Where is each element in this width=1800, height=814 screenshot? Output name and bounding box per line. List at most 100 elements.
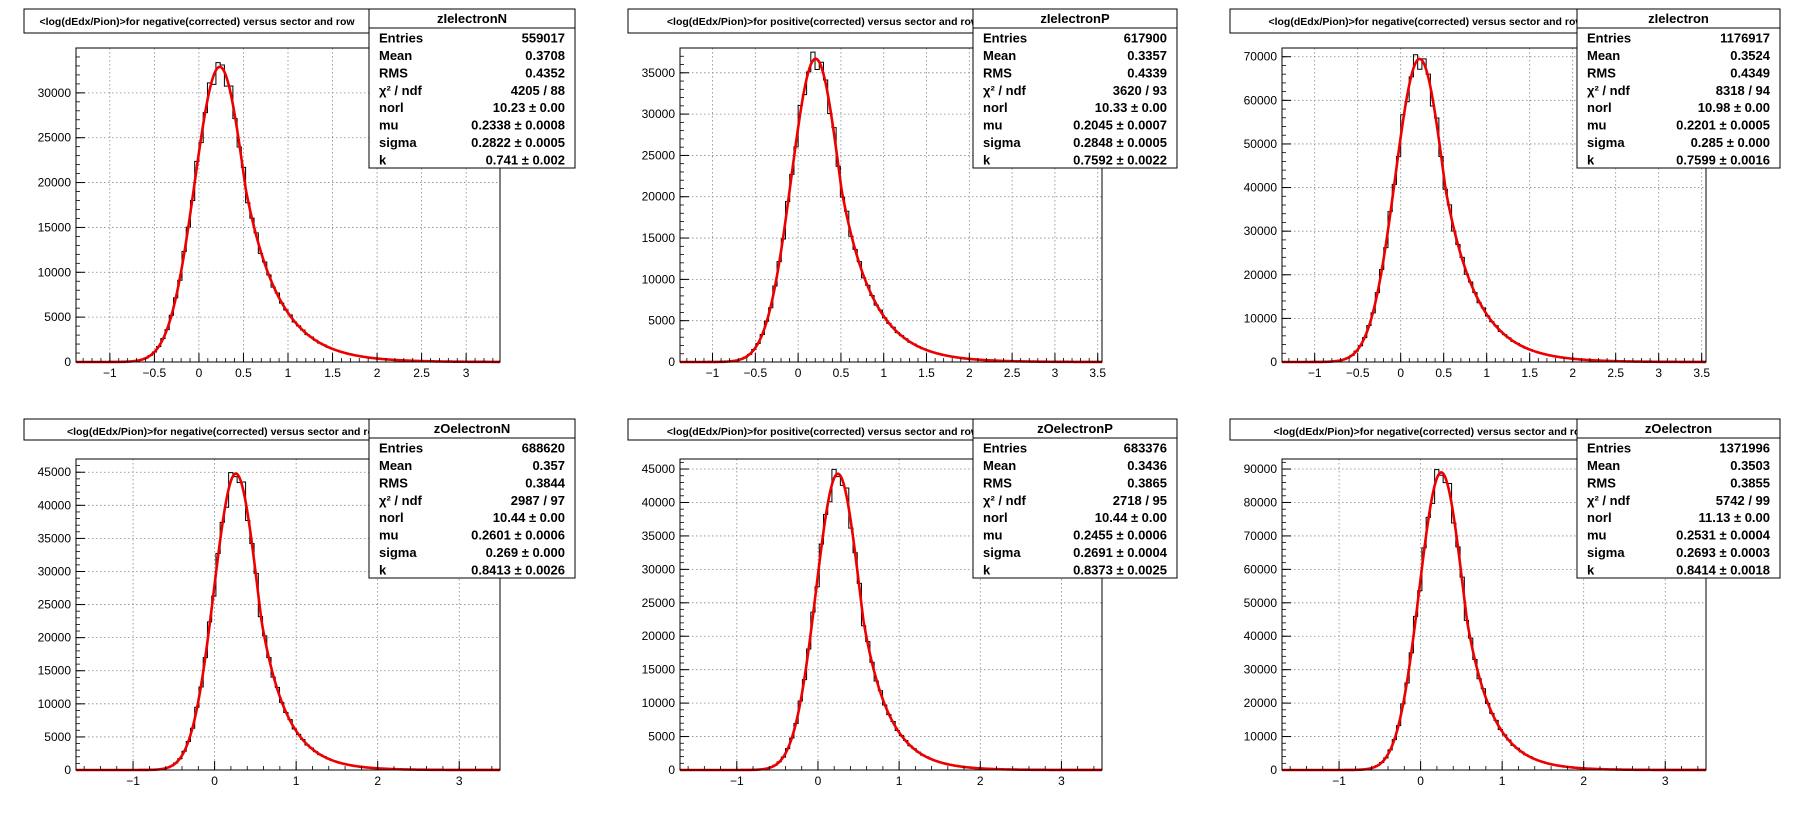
plot-frame [679, 458, 1103, 771]
stats-value: 0.7599 ± 0.0016 [1676, 152, 1770, 167]
x-tick-label: 2 [966, 366, 973, 380]
chart-title: <log(dEdx/Pion)>for negative(corrected) … [1268, 16, 1584, 28]
y-tick-label: 50000 [1244, 596, 1278, 610]
y-tick-label: 10000 [38, 265, 72, 279]
stats-label: k [1587, 562, 1595, 577]
stats-value: 0.3503 [1730, 458, 1770, 473]
x-tick-label: −1 [730, 774, 744, 788]
stats-label: RMS [1587, 65, 1616, 80]
y-axis: 0 5000 10000 15000 20000 25000 30000 35000 [642, 47, 689, 369]
stats-box: zIelectronN Entries 559017 Mean 0.3708 RMS 0.4… [368, 8, 576, 169]
y-tick-label: 80000 [1244, 495, 1278, 509]
histogram-name: zOelectron [1645, 421, 1712, 436]
stats-label: χ² / ndf [379, 493, 423, 508]
y-tick-label: 25000 [38, 131, 72, 145]
stats-value: 0.3436 [1127, 458, 1167, 473]
y-tick-label: 70000 [1244, 50, 1278, 64]
stats-value: 10.33 ± 0.00 [1095, 100, 1167, 115]
y-tick-label: 30000 [642, 107, 676, 121]
stats-box: zIelectron Entries 1176917 Mean 0.3524 RMS 0.4… [1576, 8, 1781, 169]
stats-label: norl [983, 510, 1008, 525]
stats-label: mu [983, 118, 1003, 133]
stats-label: Mean [1587, 48, 1620, 63]
chart-panel-zOelectronP: −1 0 1 2 3 0 5000 10000 15000 20000 25000 30000 3500… [627, 418, 1178, 788]
stats-value: 0.4352 [525, 65, 565, 80]
stats-label: norl [983, 100, 1008, 115]
stats-label: Mean [983, 458, 1016, 473]
x-tick-label: 3 [1058, 774, 1065, 788]
y-tick-label: 0 [1270, 763, 1277, 777]
stats-label: norl [379, 100, 404, 115]
chart-panel-zIelectron: −1 −0.5 0 0.5 1 1.5 2 2.5 3 3.5 0 10000 20000 30000 40… [1229, 8, 1781, 380]
stats-value: 8318 / 94 [1716, 83, 1771, 98]
x-tick-label: 2.5 [1004, 366, 1021, 380]
stats-value: 0.357 [532, 458, 565, 473]
x-tick-label: −0.5 [143, 366, 167, 380]
stats-label: k [983, 152, 991, 167]
x-tick-label: 0 [1397, 366, 1404, 380]
stats-value: 4205 / 88 [511, 83, 565, 98]
y-tick-label: 20000 [38, 631, 72, 645]
y-tick-label: 40000 [642, 495, 676, 509]
stats-box-frame [972, 418, 1178, 579]
chart-title: <log(dEdx/Pion)>for negative(corrected) … [67, 426, 383, 438]
stats-value: 2987 / 97 [511, 493, 565, 508]
x-tick-label: 0.5 [235, 366, 252, 380]
x-tick-label: 1 [1483, 366, 1490, 380]
stats-value: 0.8373 ± 0.0025 [1073, 562, 1167, 577]
x-tick-label: −0.5 [1346, 366, 1370, 380]
y-tick-label: 15000 [642, 663, 676, 677]
y-tick-label: 0 [668, 763, 675, 777]
x-tick-label: 2 [374, 774, 381, 788]
stats-label: Entries [983, 31, 1027, 46]
stats-value: 5742 / 99 [1716, 493, 1770, 508]
stats-value: 10.98 ± 0.00 [1698, 100, 1770, 115]
y-tick-label: 90000 [1244, 462, 1278, 476]
chart-panel-zIelectronN: −1 −0.5 0 0.5 1 1.5 2 2.5 3 0 5000 10000 15000 20000 2… [23, 8, 576, 380]
histogram-name: zIelectron [1648, 11, 1709, 26]
x-tick-label: 2 [374, 366, 381, 380]
x-tick-label: 0 [211, 774, 218, 788]
y-tick-label: 10000 [642, 272, 676, 286]
histogram-name: zIelectronN [437, 11, 507, 26]
stats-label: norl [379, 510, 404, 525]
stats-value: 0.3708 [525, 48, 565, 63]
y-axis: 0 5000 10000 15000 20000 25000 30000 35000 40000… [642, 461, 689, 777]
y-tick-label: 50000 [1244, 137, 1278, 151]
stats-label: k [983, 562, 991, 577]
x-tick-label: 0 [815, 774, 822, 788]
x-tick-label: 0 [795, 366, 802, 380]
chart-title: <log(dEdx/Pion)>for negative(corrected) … [1273, 426, 1589, 438]
y-tick-label: 60000 [1244, 93, 1278, 107]
x-tick-label: 2 [1580, 774, 1587, 788]
y-tick-label: 20000 [1244, 268, 1278, 282]
y-tick-label: 20000 [642, 629, 676, 643]
x-tick-label: −1 [706, 366, 720, 380]
x-tick-label: 3 [1052, 366, 1059, 380]
x-tick-label: 1.5 [918, 366, 935, 380]
x-tick-label: 3 [456, 774, 463, 788]
y-tick-label: 30000 [38, 564, 72, 578]
stats-value: 0.4339 [1127, 65, 1167, 80]
x-tick-label: −1 [1308, 366, 1322, 380]
stats-value: 10.44 ± 0.00 [493, 510, 565, 525]
stats-label: k [379, 562, 387, 577]
stats-value: 1176917 [1720, 31, 1770, 46]
y-tick-label: 30000 [1244, 224, 1278, 238]
stats-value: 0.2201 ± 0.0005 [1676, 118, 1770, 133]
y-tick-label: 30000 [38, 86, 72, 100]
title-box [23, 8, 371, 34]
y-axis: 0 5000 10000 15000 20000 25000 30000 35000 40000… [38, 458, 85, 777]
histogram-name: zOelectronP [1037, 421, 1113, 436]
stats-value: 0.741 ± 0.002 [486, 152, 565, 167]
y-tick-label: 70000 [1244, 529, 1278, 543]
stats-value: 0.2045 ± 0.0007 [1073, 118, 1167, 133]
y-tick-label: 0 [1270, 355, 1277, 369]
x-tick-label: 0 [1417, 774, 1424, 788]
stats-value: 0.2338 ± 0.0008 [471, 118, 565, 133]
stats-box: zOelectronN Entries 688620 Mean 0.357 RMS 0.38… [368, 418, 576, 579]
y-tick-label: 20000 [1244, 696, 1278, 710]
stats-value: 0.269 ± 0.000 [486, 545, 565, 560]
y-tick-label: 60000 [1244, 562, 1278, 576]
x-tick-label: 2 [1569, 366, 1576, 380]
